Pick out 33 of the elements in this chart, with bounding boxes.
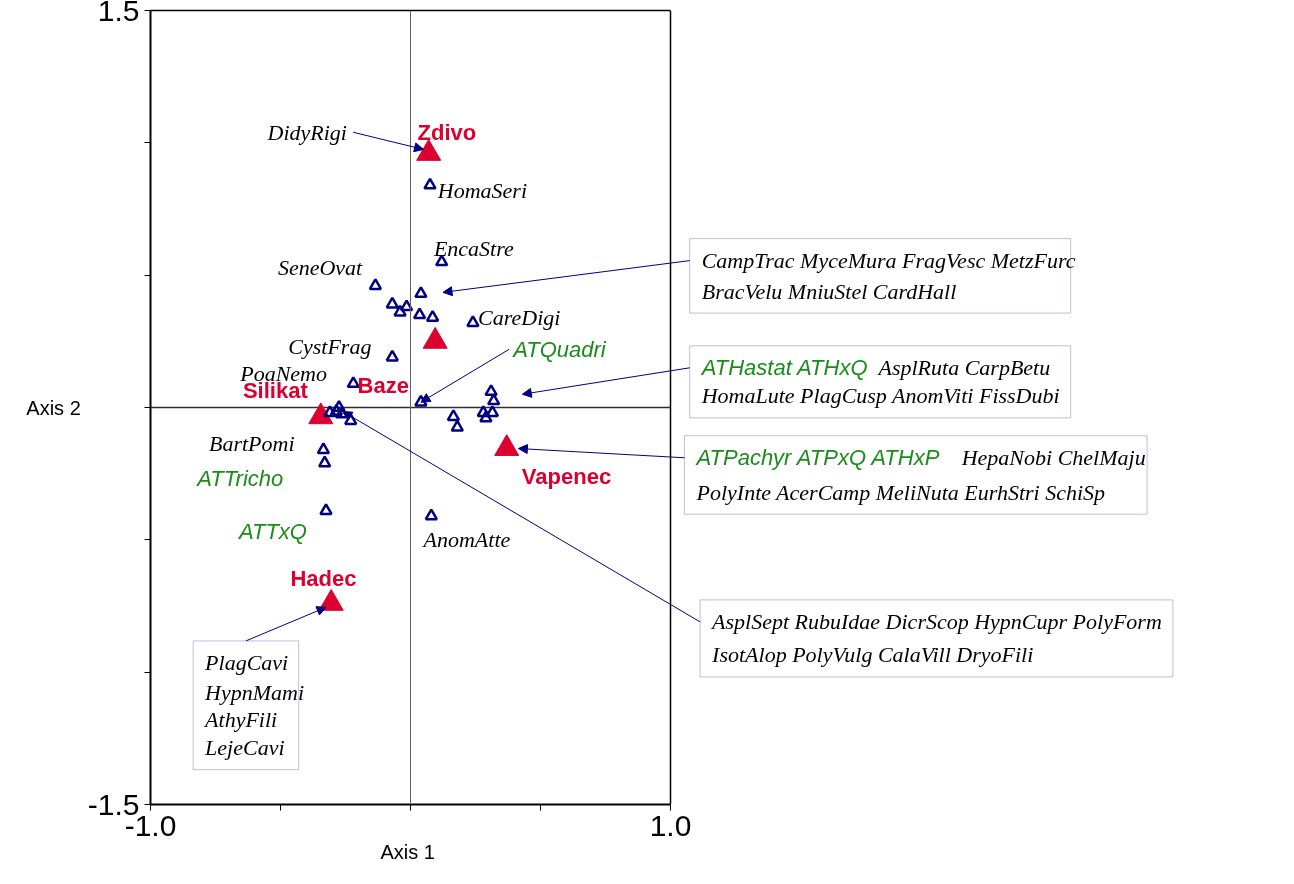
annotation: ATPachyr ATPxQ ATHxP bbox=[694, 445, 940, 471]
annotation: CareDigi bbox=[478, 305, 561, 331]
annotation: CystFrag bbox=[288, 334, 372, 360]
annotation: ATQuadri bbox=[511, 336, 607, 362]
y-tick-label: 1.5 bbox=[97, 0, 140, 27]
annotation: HomaSeri bbox=[436, 177, 528, 203]
x-axis-title: Axis 1 bbox=[380, 840, 435, 863]
annotation: PlagCavi bbox=[204, 650, 289, 676]
series-label: Hadec bbox=[290, 565, 357, 591]
x-tick-label: 1.0 bbox=[649, 808, 692, 842]
annotation: EncaStre bbox=[432, 236, 514, 262]
text: ATHastat ATHxQ bbox=[699, 355, 868, 381]
text: HepaNobi ChelMaju bbox=[960, 445, 1146, 471]
y-axis-title: Axis 2 bbox=[26, 396, 81, 419]
annotation: AnomAtte bbox=[421, 527, 511, 553]
series-label: Vapenec bbox=[521, 463, 612, 489]
annotation: DidyRigi bbox=[266, 119, 347, 145]
annotation: AthyFili bbox=[203, 707, 278, 733]
text: HomaLute PlagCusp AnomViti FissDubi bbox=[700, 383, 1060, 409]
series-label: Zdivo bbox=[417, 119, 477, 145]
annotation: ATTxQ bbox=[236, 519, 307, 545]
text: PolyInte AcerCamp MeliNuta EurhStri SchiSp bbox=[695, 479, 1106, 505]
text: BracVelu MniuStel CardHall bbox=[701, 278, 957, 304]
annotation: ATTricho bbox=[195, 466, 284, 492]
annotation: LejeCavi bbox=[204, 735, 285, 761]
annotation: AsplSept RubuIdae DicrScop HypnCupr PolyForm bbox=[710, 609, 1162, 635]
text: AsplRuta CarpBetu bbox=[876, 355, 1051, 381]
annotation: HypnMami bbox=[204, 679, 305, 705]
annotation: BartPomi bbox=[209, 430, 295, 456]
annotation: SeneOvat bbox=[277, 254, 364, 280]
series-label: Baze bbox=[357, 372, 409, 398]
text: IsotAlop PolyVulg CalaVill DryoFili bbox=[711, 642, 1034, 668]
text: CampTrac MyceMura FragVesc MetzFurc bbox=[701, 248, 1076, 274]
